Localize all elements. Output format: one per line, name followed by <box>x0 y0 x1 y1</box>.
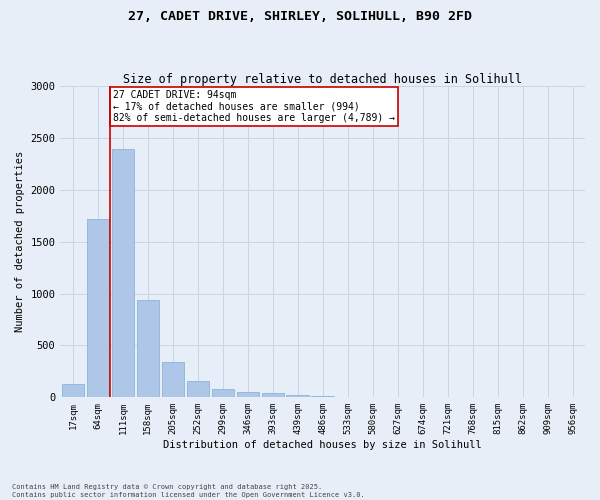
Bar <box>187 381 209 398</box>
Bar <box>137 300 159 398</box>
Bar <box>161 362 184 398</box>
Text: 27 CADET DRIVE: 94sqm
← 17% of detached houses are smaller (994)
82% of semi-det: 27 CADET DRIVE: 94sqm ← 17% of detached … <box>113 90 395 124</box>
Y-axis label: Number of detached properties: Number of detached properties <box>15 151 25 332</box>
Text: 27, CADET DRIVE, SHIRLEY, SOLIHULL, B90 2FD: 27, CADET DRIVE, SHIRLEY, SOLIHULL, B90 … <box>128 10 472 23</box>
X-axis label: Distribution of detached houses by size in Solihull: Distribution of detached houses by size … <box>163 440 482 450</box>
Title: Size of property relative to detached houses in Solihull: Size of property relative to detached ho… <box>123 73 522 86</box>
Bar <box>262 393 284 398</box>
Text: Contains HM Land Registry data © Crown copyright and database right 2025.
Contai: Contains HM Land Registry data © Crown c… <box>12 484 365 498</box>
Bar <box>236 392 259 398</box>
Bar <box>112 150 134 398</box>
Bar <box>311 396 334 398</box>
Bar <box>86 219 109 398</box>
Bar <box>286 394 309 398</box>
Bar <box>212 389 234 398</box>
Bar <box>62 384 84 398</box>
